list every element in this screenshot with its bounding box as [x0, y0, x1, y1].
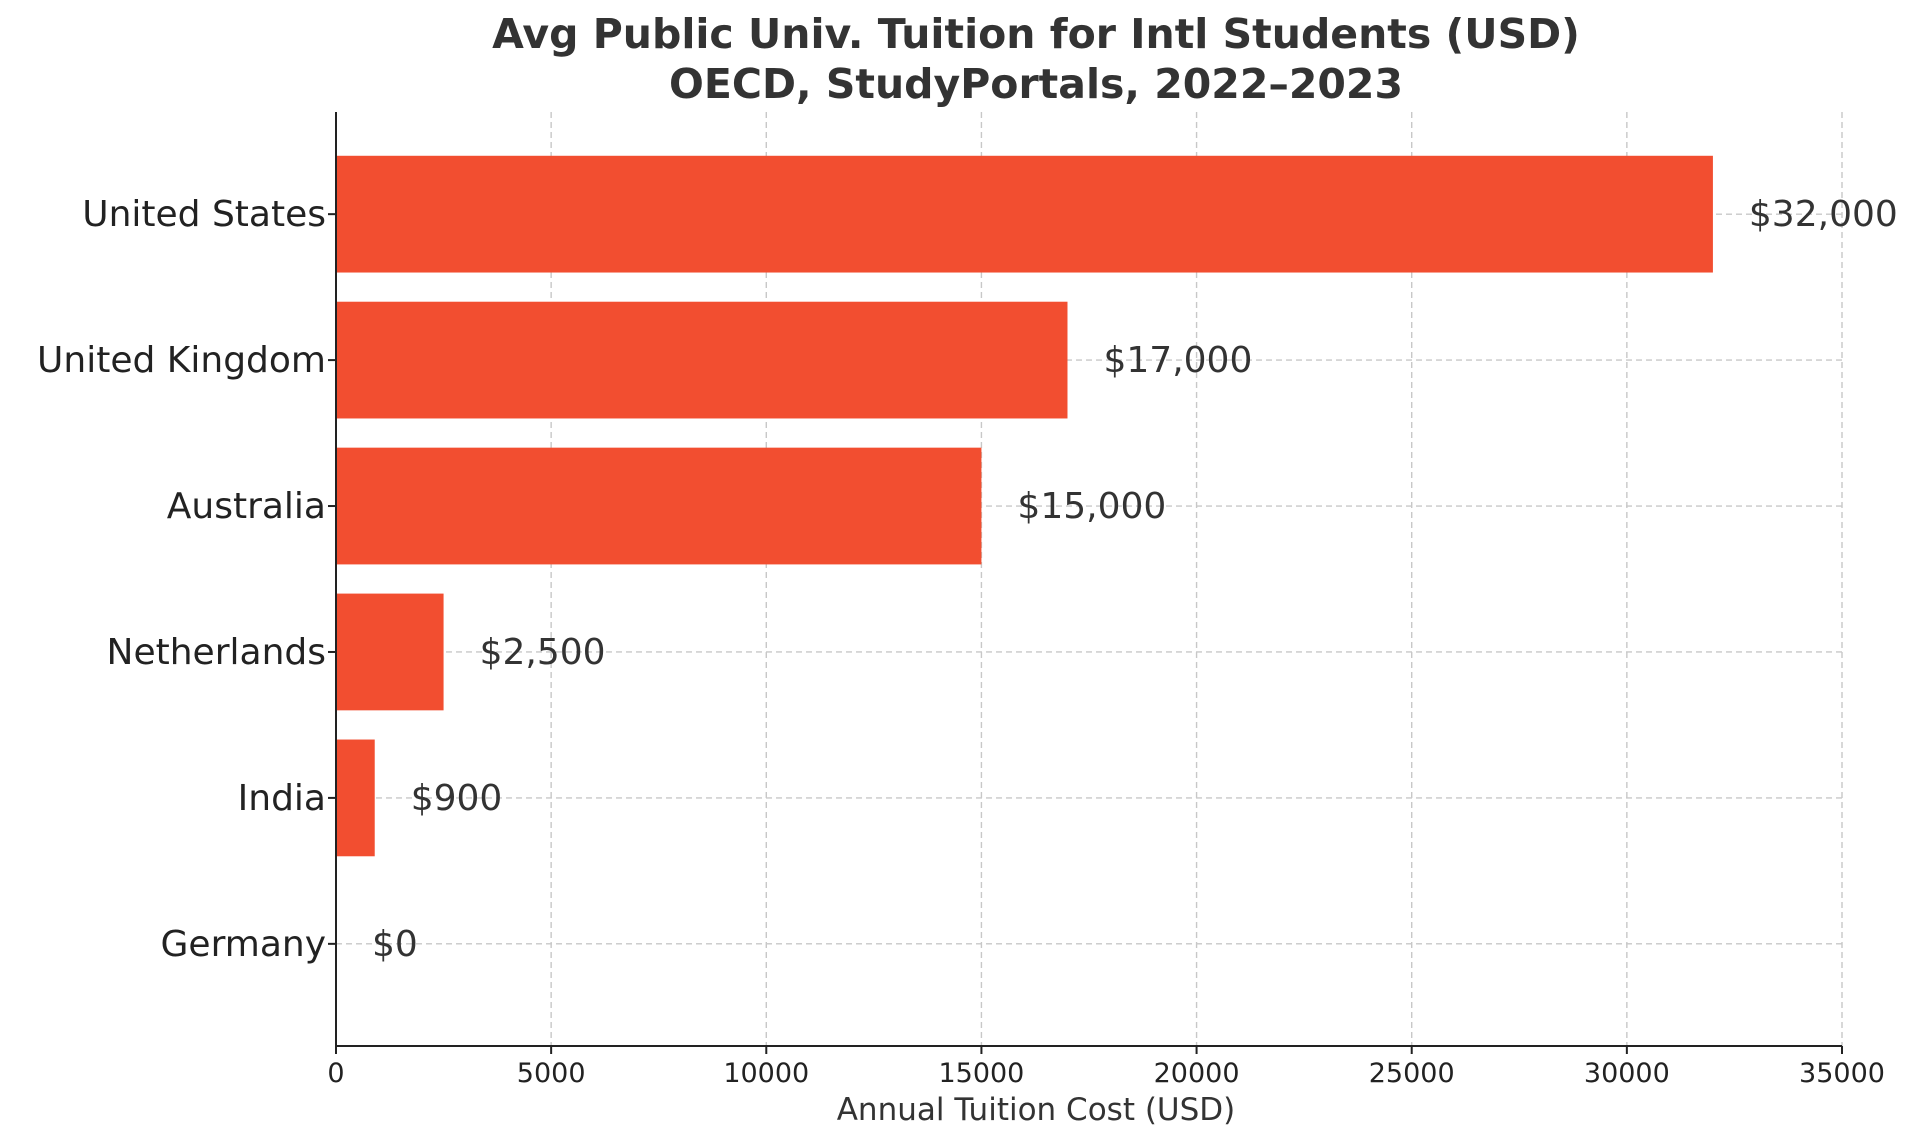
x-tick-label: 30000: [1584, 1058, 1670, 1089]
bar-value-label: $900: [411, 778, 503, 819]
y-tick-label: Netherlands: [107, 632, 326, 673]
y-tick-label: Germany: [161, 924, 326, 965]
x-tick-label: 10000: [723, 1058, 809, 1089]
bar-netherlands: [336, 593, 444, 711]
x-tick-label: 5000: [517, 1058, 586, 1089]
x-tick-label: 25000: [1369, 1058, 1455, 1089]
chart-title: Avg Public Univ. Tuition for Intl Studen…: [492, 10, 1580, 58]
bar-value-label: $32,000: [1749, 194, 1898, 235]
bar-united-states: [336, 155, 1713, 273]
x-axis-label: Annual Tuition Cost (USD): [837, 1092, 1236, 1128]
y-tick-label: United Kingdom: [37, 340, 326, 381]
bar-australia: [336, 447, 982, 565]
x-tick-label: 35000: [1799, 1058, 1885, 1089]
x-tick-label: 0: [327, 1058, 344, 1089]
axes-layer: [328, 112, 1843, 1054]
bar-india: [336, 739, 375, 857]
bar-value-label: $15,000: [1017, 486, 1166, 527]
chart-subtitle: OECD, StudyPortals, 2022–2023: [669, 60, 1403, 108]
y-tick-label: Australia: [167, 486, 326, 527]
y-tick-label: United States: [82, 194, 326, 235]
y-tick-label: India: [238, 778, 326, 819]
bar-value-label: $17,000: [1103, 340, 1252, 381]
bar-united-kingdom: [336, 301, 1068, 419]
x-tick-label: 15000: [938, 1058, 1024, 1089]
x-tick-label: 20000: [1154, 1058, 1240, 1089]
bars-layer: [336, 155, 1713, 857]
labels-layer: 0 5000 10000 15000 20000 25000 30000 35000 Unite…: [37, 194, 1898, 1089]
bar-value-label: $2,500: [480, 632, 606, 673]
bar-value-label: $0: [372, 924, 418, 965]
